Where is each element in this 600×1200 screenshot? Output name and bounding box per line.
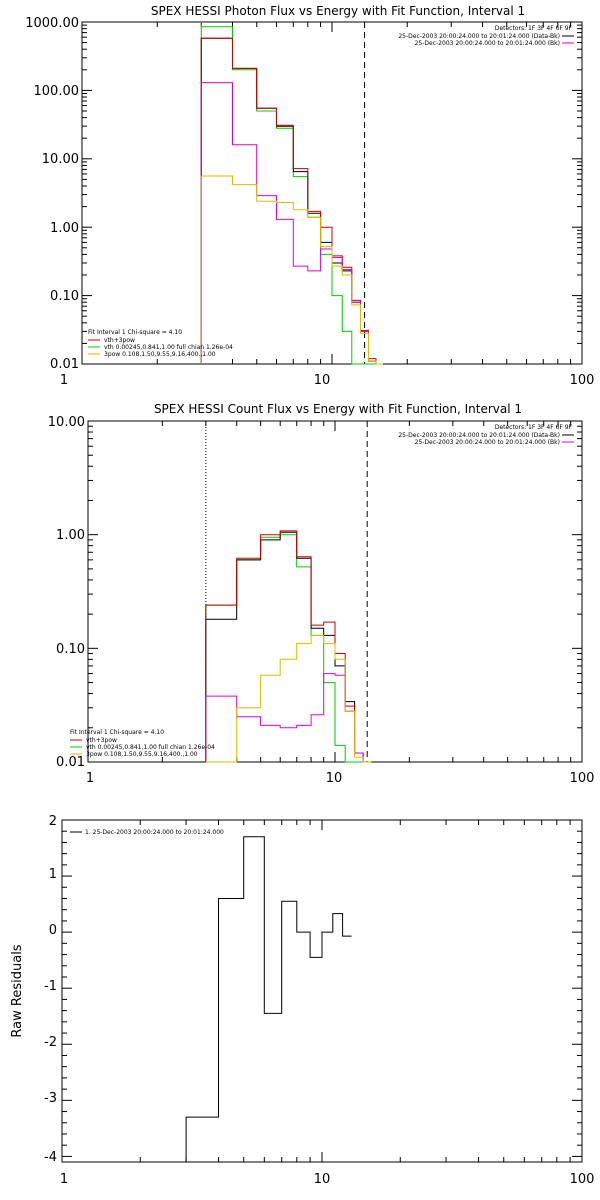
panel1-y-tick-label: 10.00 [42, 152, 79, 167]
panel2-y-tick-label: 0.01 [56, 755, 85, 770]
panel2-legend-vth: vth 0.00245,0.841,1.00 full chian 1.26e-… [86, 744, 215, 751]
panel3-x-tick-label: 100 [570, 1172, 595, 1187]
panel3-y-tick-label: 0 [49, 923, 57, 938]
panel2-series [205, 421, 372, 763]
residuals-panel: Raw Residuals -4 -3 -2 -1 0 1 2 1 10 100… [10, 814, 594, 1187]
series-magenta-histogram [205, 673, 372, 763]
panel2-title: SPEX HESSI Count Flux vs Energy with Fit… [154, 402, 522, 416]
panel2-legend-bottom: Fit Interval 1 Chi-square = 4.10 vth+3po… [70, 729, 215, 758]
panel2-legend-top: Detectors: 1F 3F 4F 6F 9F 25-Dec-2003 20… [398, 424, 574, 446]
panel1-ticks [81, 21, 583, 365]
panel3-y-tick-labels: -4 -3 -2 -1 0 1 2 [44, 814, 57, 1165]
panel2-y-tick-label: 0.10 [56, 642, 85, 657]
panel1-y-tick-label: 100.00 [34, 84, 80, 99]
series-magenta-histogram [200, 82, 383, 365]
series-red-histogram [200, 37, 383, 365]
panel3-plot-area [61, 819, 583, 1163]
panel3-y-tick-label: -3 [44, 1091, 57, 1106]
panel2-detectors-text: Detectors: 1F 3F 4F 6F 9F [495, 424, 573, 431]
panel2-y-tick-labels: 0.01 0.10 1.00 10.00 [48, 415, 85, 770]
panel3-x-tick-labels: 1 10 100 [60, 1172, 595, 1187]
panel1-title: SPEX HESSI Photon Flux vs Energy with Fi… [151, 4, 525, 18]
panel1-x-tick-labels: 1 10 100 [60, 373, 595, 388]
panel3-legend-text: 1. 25-Dec-2003 20:00:24.000 to 20:01:24.… [85, 829, 224, 836]
panel1-x-tick-label: 10 [314, 373, 331, 388]
panel3-y-tick-label: -1 [44, 979, 57, 994]
panel1-y-tick-labels: 0.01 0.10 1.00 10.00 100.00 1000.00 [25, 16, 79, 372]
panel2-legend-bk: 25-Dec-2003 20:00:24.000 to 20:01:24.000… [415, 439, 560, 446]
series-yellow-histogram [200, 175, 383, 365]
panel3-y-tick-label: -4 [44, 1150, 57, 1165]
panel2-legend-vth3pow: vth+3pow [86, 737, 117, 744]
panel1-plot-area [81, 21, 583, 365]
panel3-legend: 1. 25-Dec-2003 20:00:24.000 to 20:01:24.… [70, 829, 224, 836]
panel2-legend-databk: 25-Dec-2003 20:00:24.000 to 20:01:24.000… [398, 432, 560, 439]
panel2-x-tick-label: 100 [570, 771, 595, 786]
panel3-series [185, 836, 352, 1162]
panel1-y-tick-label: 0.01 [50, 357, 79, 372]
panel3-y-tick-label: 1 [49, 867, 57, 882]
panel1-x-tick-label: 1 [60, 373, 68, 388]
panel1-y-tick-label: 0.10 [50, 289, 79, 304]
panel1-legend-bk: 25-Dec-2003 20:00:24.000 to 20:01:24.000… [415, 40, 560, 47]
panel1-legend-databk: 25-Dec-2003 20:00:24.000 to 20:01:24.000… [398, 33, 560, 40]
panel2-y-tick-label: 1.00 [56, 528, 85, 543]
photon-flux-panel: SPEX HESSI Photon Flux vs Energy with Fi… [25, 4, 594, 388]
panel2-x-tick-label: 1 [86, 771, 94, 786]
panel1-x-tick-label: 100 [570, 373, 595, 388]
panel2-legend-3pow: 3pow 0.108,1.50,9.55,9.16,400.,1.00 [86, 751, 198, 758]
panel2-y-tick-label: 10.00 [48, 415, 85, 430]
panel1-legend-bottom: Fit Interval 1 Chi-square = 4.10 vth+3po… [88, 329, 233, 358]
count-flux-panel: SPEX HESSI Count Flux vs Energy with Fit… [48, 402, 595, 786]
panel1-legend-top: Detectors: 1F 3F 4F 6F 9F 25-Dec-2003 20… [398, 25, 574, 47]
panel2-x-tick-labels: 1 10 100 [86, 771, 595, 786]
panel1-y-tick-label: 1000.00 [25, 16, 79, 31]
panel1-legend-vth3pow: vth+3pow [104, 337, 135, 344]
panel3-x-tick-label: 1 [60, 1172, 68, 1187]
series-yellow-histogram [205, 634, 372, 763]
series-black-histogram [185, 836, 352, 1162]
panel1-legend-3pow: 3pow 0.108,1.50,9.55,9.16,400.,1.00 [104, 351, 216, 358]
panel1-series [200, 22, 383, 365]
panel3-ticks [61, 820, 583, 1162]
panel1-y-tick-label: 1.00 [50, 221, 79, 236]
panel3-y-tick-label: 2 [49, 814, 57, 829]
panel3-x-tick-label: 10 [314, 1172, 331, 1187]
panel2-x-tick-label: 10 [326, 771, 343, 786]
panel1-fit-interval-text: Fit Interval 1 Chi-square = 4.10 [88, 329, 182, 336]
panel1-legend-vth: vth 0.00245,0.841,1.00 full chian 1.26e-… [104, 344, 233, 351]
panel3-y-tick-label: -2 [44, 1035, 57, 1050]
panel1-detectors-text: Detectors: 1F 3F 4F 6F 9F [495, 25, 573, 32]
series-green-histogram [200, 26, 383, 365]
panel3-y-axis-label: Raw Residuals [10, 944, 25, 1037]
panel2-fit-interval-text: Fit Interval 1 Chi-square = 4.10 [70, 729, 164, 736]
series-black-histogram [200, 37, 383, 365]
